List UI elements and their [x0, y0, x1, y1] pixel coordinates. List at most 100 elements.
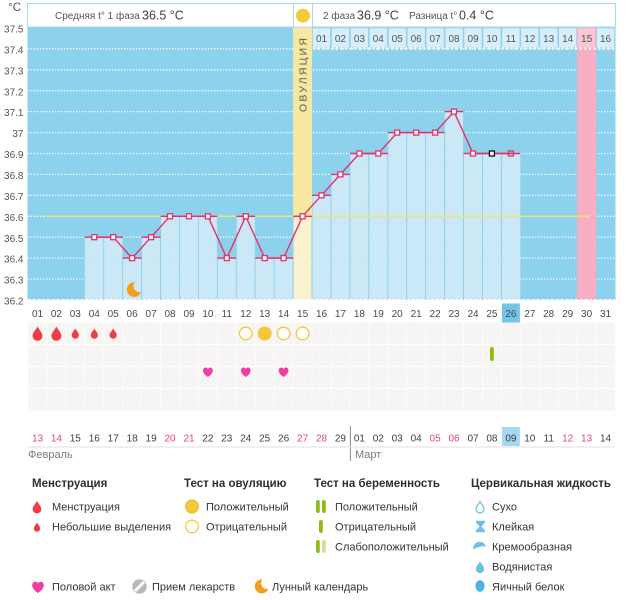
svg-text:15: 15	[70, 434, 82, 445]
svg-text:06: 06	[448, 434, 460, 445]
svg-text:23: 23	[448, 309, 460, 320]
svg-text:Разница t°: Разница t°	[409, 11, 457, 22]
svg-text:ОВУЛЯЦИЯ: ОВУЛЯЦИЯ	[298, 36, 310, 112]
svg-text:05: 05	[430, 434, 442, 445]
svg-text:36.6: 36.6	[4, 213, 24, 224]
svg-text:36.8: 36.8	[4, 171, 24, 182]
svg-text:Половой акт: Половой акт	[52, 582, 116, 594]
svg-text:26: 26	[278, 434, 290, 445]
svg-text:Сухо: Сухо	[492, 502, 517, 514]
svg-text:17: 17	[108, 434, 120, 445]
svg-text:26: 26	[505, 309, 517, 320]
svg-text:21: 21	[411, 309, 423, 320]
svg-text:01: 01	[316, 34, 328, 45]
svg-text:37: 37	[12, 129, 24, 140]
svg-text:Прием лекарств: Прием лекарств	[152, 582, 235, 594]
svg-text:13: 13	[581, 434, 593, 445]
svg-text:37.1: 37.1	[4, 108, 24, 119]
svg-text:30: 30	[581, 309, 593, 320]
svg-text:07: 07	[467, 434, 479, 445]
svg-text:03: 03	[392, 434, 404, 445]
svg-text:04: 04	[89, 309, 101, 320]
svg-text:31: 31	[600, 309, 612, 320]
svg-text:Небольшие выделения: Небольшие выделения	[52, 522, 171, 534]
svg-text:36.5 °C: 36.5 °C	[142, 9, 184, 23]
svg-text:07: 07	[146, 309, 158, 320]
svg-text:Клейкая: Клейкая	[492, 522, 534, 534]
svg-text:20: 20	[392, 309, 404, 320]
svg-text:28: 28	[543, 309, 555, 320]
svg-text:10: 10	[486, 34, 498, 45]
svg-text:Цервикальная жидкость: Цервикальная жидкость	[471, 478, 611, 490]
svg-text:08: 08	[486, 434, 498, 445]
svg-text:37.4: 37.4	[4, 45, 24, 56]
svg-text:13: 13	[543, 34, 555, 45]
svg-text:13: 13	[32, 434, 44, 445]
svg-text:10: 10	[524, 434, 536, 445]
svg-text:Средняя t° 1 фаза: Средняя t° 1 фаза	[55, 10, 140, 22]
svg-text:37.2: 37.2	[4, 87, 24, 98]
svg-text:29: 29	[562, 309, 574, 320]
svg-text:22: 22	[202, 434, 214, 445]
svg-text:Отрицательный: Отрицательный	[335, 522, 416, 534]
svg-text:03: 03	[70, 309, 82, 320]
svg-text:27: 27	[524, 309, 536, 320]
svg-text:14: 14	[562, 34, 574, 45]
svg-text:Февраль: Февраль	[28, 449, 73, 461]
svg-text:07: 07	[430, 34, 442, 45]
svg-text:36.3: 36.3	[4, 276, 24, 287]
svg-text:15: 15	[581, 34, 593, 45]
svg-text:Положительный: Положительный	[335, 502, 418, 514]
svg-text:25: 25	[486, 309, 498, 320]
svg-text:18: 18	[354, 309, 366, 320]
svg-text:06: 06	[127, 309, 139, 320]
svg-text:28: 28	[316, 434, 328, 445]
svg-text:Менструация: Менструация	[52, 502, 120, 514]
svg-text:14: 14	[278, 309, 290, 320]
svg-text:11: 11	[222, 309, 233, 320]
svg-text:36.5: 36.5	[4, 234, 24, 245]
svg-text:13: 13	[259, 309, 271, 320]
svg-text:19: 19	[146, 434, 158, 445]
svg-text:25: 25	[259, 434, 271, 445]
svg-text:36.9 °C: 36.9 °C	[357, 9, 399, 23]
svg-text:02: 02	[373, 434, 385, 445]
svg-text:24: 24	[240, 434, 252, 445]
svg-text:02: 02	[335, 34, 347, 45]
svg-text:Яичный белок: Яичный белок	[492, 582, 565, 594]
svg-text:12: 12	[240, 309, 252, 320]
svg-text:24: 24	[467, 309, 479, 320]
svg-text:37.5: 37.5	[4, 25, 24, 36]
svg-text:2 фаза: 2 фаза	[323, 10, 356, 22]
svg-text:36.2: 36.2	[4, 297, 24, 308]
svg-text:Тест на беременность: Тест на беременность	[314, 478, 440, 490]
svg-text:20: 20	[164, 434, 176, 445]
svg-text:06: 06	[411, 34, 423, 45]
svg-text:03: 03	[354, 34, 366, 45]
svg-text:Отрицательный: Отрицательный	[206, 522, 287, 534]
svg-text:Лунный календарь: Лунный календарь	[272, 582, 369, 594]
svg-text:18: 18	[127, 434, 139, 445]
svg-text:36.4: 36.4	[4, 255, 24, 266]
svg-text:Тест на овуляцию: Тест на овуляцию	[184, 478, 287, 490]
svg-text:22: 22	[430, 309, 442, 320]
svg-text:09: 09	[505, 434, 517, 445]
svg-text:15: 15	[297, 309, 309, 320]
svg-text:10: 10	[202, 309, 214, 320]
svg-text:36.7: 36.7	[4, 192, 24, 203]
svg-text:°C: °C	[8, 2, 21, 14]
svg-text:23: 23	[221, 434, 233, 445]
svg-text:19: 19	[373, 309, 385, 320]
svg-text:Менструация: Менструация	[32, 478, 107, 490]
svg-text:0.4 °C: 0.4 °C	[459, 9, 494, 23]
svg-text:05: 05	[108, 309, 120, 320]
svg-text:12: 12	[524, 34, 536, 45]
svg-text:16: 16	[600, 34, 612, 45]
svg-text:04: 04	[373, 34, 385, 45]
svg-text:08: 08	[164, 309, 176, 320]
svg-text:09: 09	[183, 309, 195, 320]
svg-text:01: 01	[32, 309, 44, 320]
svg-text:01: 01	[354, 434, 366, 445]
svg-text:16: 16	[316, 309, 328, 320]
svg-text:21: 21	[183, 434, 195, 445]
